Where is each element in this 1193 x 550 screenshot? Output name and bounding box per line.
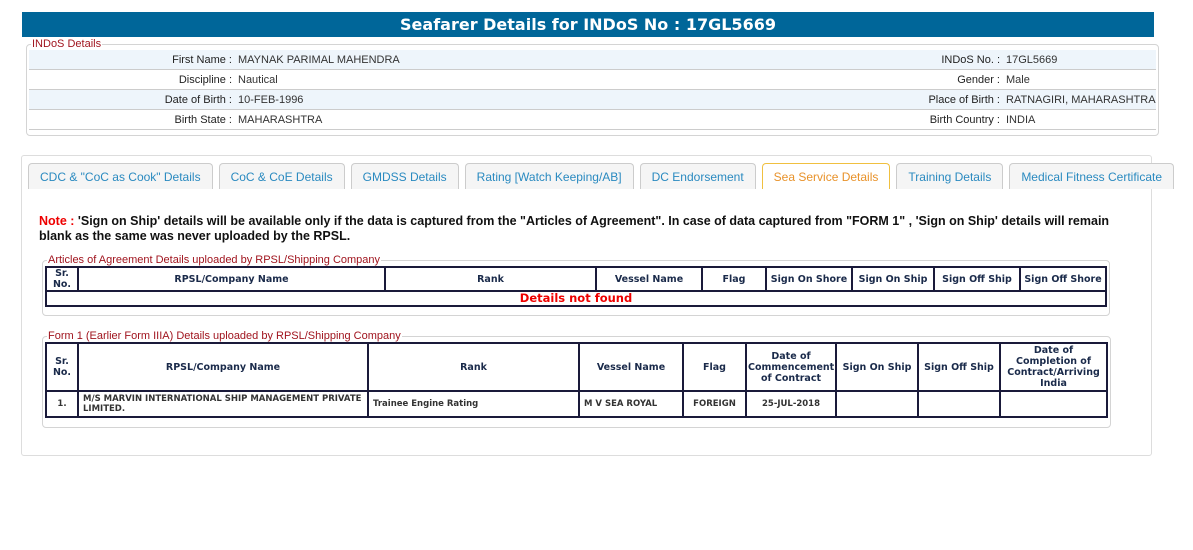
indos-row: Birth State : MAHARASHTRA Birth Country : I… <box>29 110 1156 130</box>
tab-bar: CDC & "CoC as Cook" Details CoC & CoE Det… <box>28 163 1180 189</box>
column-header: Sr. No. <box>45 342 79 392</box>
tab-coc-coe-details[interactable]: CoC & CoE Details <box>218 163 345 189</box>
field-value: Nautical <box>238 74 278 86</box>
column-header: Sign Off Ship <box>917 342 1001 392</box>
tab-training-details[interactable]: Training Details <box>896 163 1004 189</box>
indos-row: First Name : MAYNAK PARIMAL MAHENDRA INDoS… <box>29 50 1156 70</box>
articles-section: Articles of Agreement Details uploaded b… <box>42 254 1110 316</box>
field-label: Place of Birth : <box>928 94 1000 106</box>
form1-legend: Form 1 (Earlier Form IIIA) Details uploa… <box>48 330 401 342</box>
column-header: Vessel Name <box>595 266 703 292</box>
field-label: Birth Country : <box>929 114 1000 126</box>
column-header: Date of Completion of Contract/Arriving … <box>999 342 1108 392</box>
field-value: Male <box>1006 74 1030 86</box>
column-header: Sign Off Shore <box>1019 266 1107 292</box>
table-cell: FOREIGN <box>682 390 747 418</box>
field-value: 10-FEB-1996 <box>238 94 304 106</box>
articles-legend: Articles of Agreement Details uploaded b… <box>48 254 381 266</box>
field-label: Date of Birth : <box>164 94 232 106</box>
indos-legend: INDoS Details <box>32 38 102 50</box>
column-header: RPSL/Company Name <box>77 266 386 292</box>
field-value: 17GL5669 <box>1006 54 1058 66</box>
tab-dc-endorsement[interactable]: DC Endorsement <box>639 163 756 189</box>
table-cell: Trainee Engine Rating <box>367 390 580 418</box>
indos-details: INDoS Details First Name : MAYNAK PARIMAL… <box>26 38 1159 136</box>
column-header: Sr. No. <box>45 266 79 292</box>
column-header: Sign On Shore <box>765 266 853 292</box>
field-label: Birth State : <box>174 114 232 126</box>
field-value: RATNAGIRI, MAHARASHTRA <box>1006 94 1156 106</box>
field-label: Discipline : <box>178 74 232 86</box>
note: Note : 'Sign on Ship' details will be av… <box>39 214 1129 244</box>
field-value: MAYNAK PARIMAL MAHENDRA <box>238 54 400 66</box>
indos-row: Date of Birth : 10-FEB-1996 Place of Birth… <box>29 90 1156 110</box>
indos-row: Discipline : Nautical Gender : Male <box>29 70 1156 90</box>
column-header: Rank <box>384 266 597 292</box>
tab-medical-fitness-certificate[interactable]: Medical Fitness Certificate <box>1009 163 1175 189</box>
column-header: Vessel Name <box>578 342 684 392</box>
column-header: Sign On Ship <box>835 342 919 392</box>
column-header: RPSL/Company Name <box>77 342 369 392</box>
form1-table: Sr. No. RPSL/Company Name Rank Vessel Name F… <box>45 342 1108 418</box>
note-text: 'Sign on Ship' details will be available… <box>39 214 1110 243</box>
articles-table: Sr. No. RPSL/Company Name Rank Vessel Name F… <box>45 266 1107 307</box>
table-cell <box>835 390 919 418</box>
tab-gmdss-details[interactable]: GMDSS Details <box>350 163 459 189</box>
field-value: INDIA <box>1006 114 1036 126</box>
column-header: Date of Commencement of Contract <box>745 342 837 392</box>
note-label: Note : <box>39 214 75 228</box>
table-cell <box>999 390 1108 418</box>
field-value: MAHARASHTRA <box>238 114 323 126</box>
form1-section: Form 1 (Earlier Form IIIA) Details uploa… <box>42 330 1111 428</box>
table-cell <box>917 390 1001 418</box>
field-label: First Name : <box>172 54 232 66</box>
column-header: Sign Off Ship <box>933 266 1021 292</box>
column-header: Sign On Ship <box>851 266 935 292</box>
table-row: 1. M/S MARVIN INTERNATIONAL SHIP MANAGEME… <box>45 390 1108 418</box>
table-cell: 25-JUL-2018 <box>745 390 837 418</box>
column-header: Rank <box>367 342 580 392</box>
page-title: Seafarer Details for INDoS No : 17GL5669 <box>22 12 1154 37</box>
tab-panel: CDC & "CoC as Cook" Details CoC & CoE Det… <box>21 155 1175 456</box>
table-cell: M/S MARVIN INTERNATIONAL SHIP MANAGEMENT… <box>77 390 369 418</box>
table-cell: M V SEA ROYAL <box>578 390 684 418</box>
field-label: INDoS No. : <box>941 54 1000 66</box>
details-not-found: Details not found <box>45 290 1107 307</box>
table-cell: 1. <box>45 390 79 418</box>
column-header: Flag <box>682 342 747 392</box>
field-label: Gender : <box>957 74 1000 86</box>
tab-sea-service-details[interactable]: Sea Service Details <box>761 163 891 189</box>
tab-rating-watch-keeping-ab[interactable]: Rating [Watch Keeping/AB] <box>464 163 634 189</box>
column-header: Flag <box>701 266 767 292</box>
tab-cdc-coc-as-cook-details[interactable]: CDC & "CoC as Cook" Details <box>28 163 213 189</box>
